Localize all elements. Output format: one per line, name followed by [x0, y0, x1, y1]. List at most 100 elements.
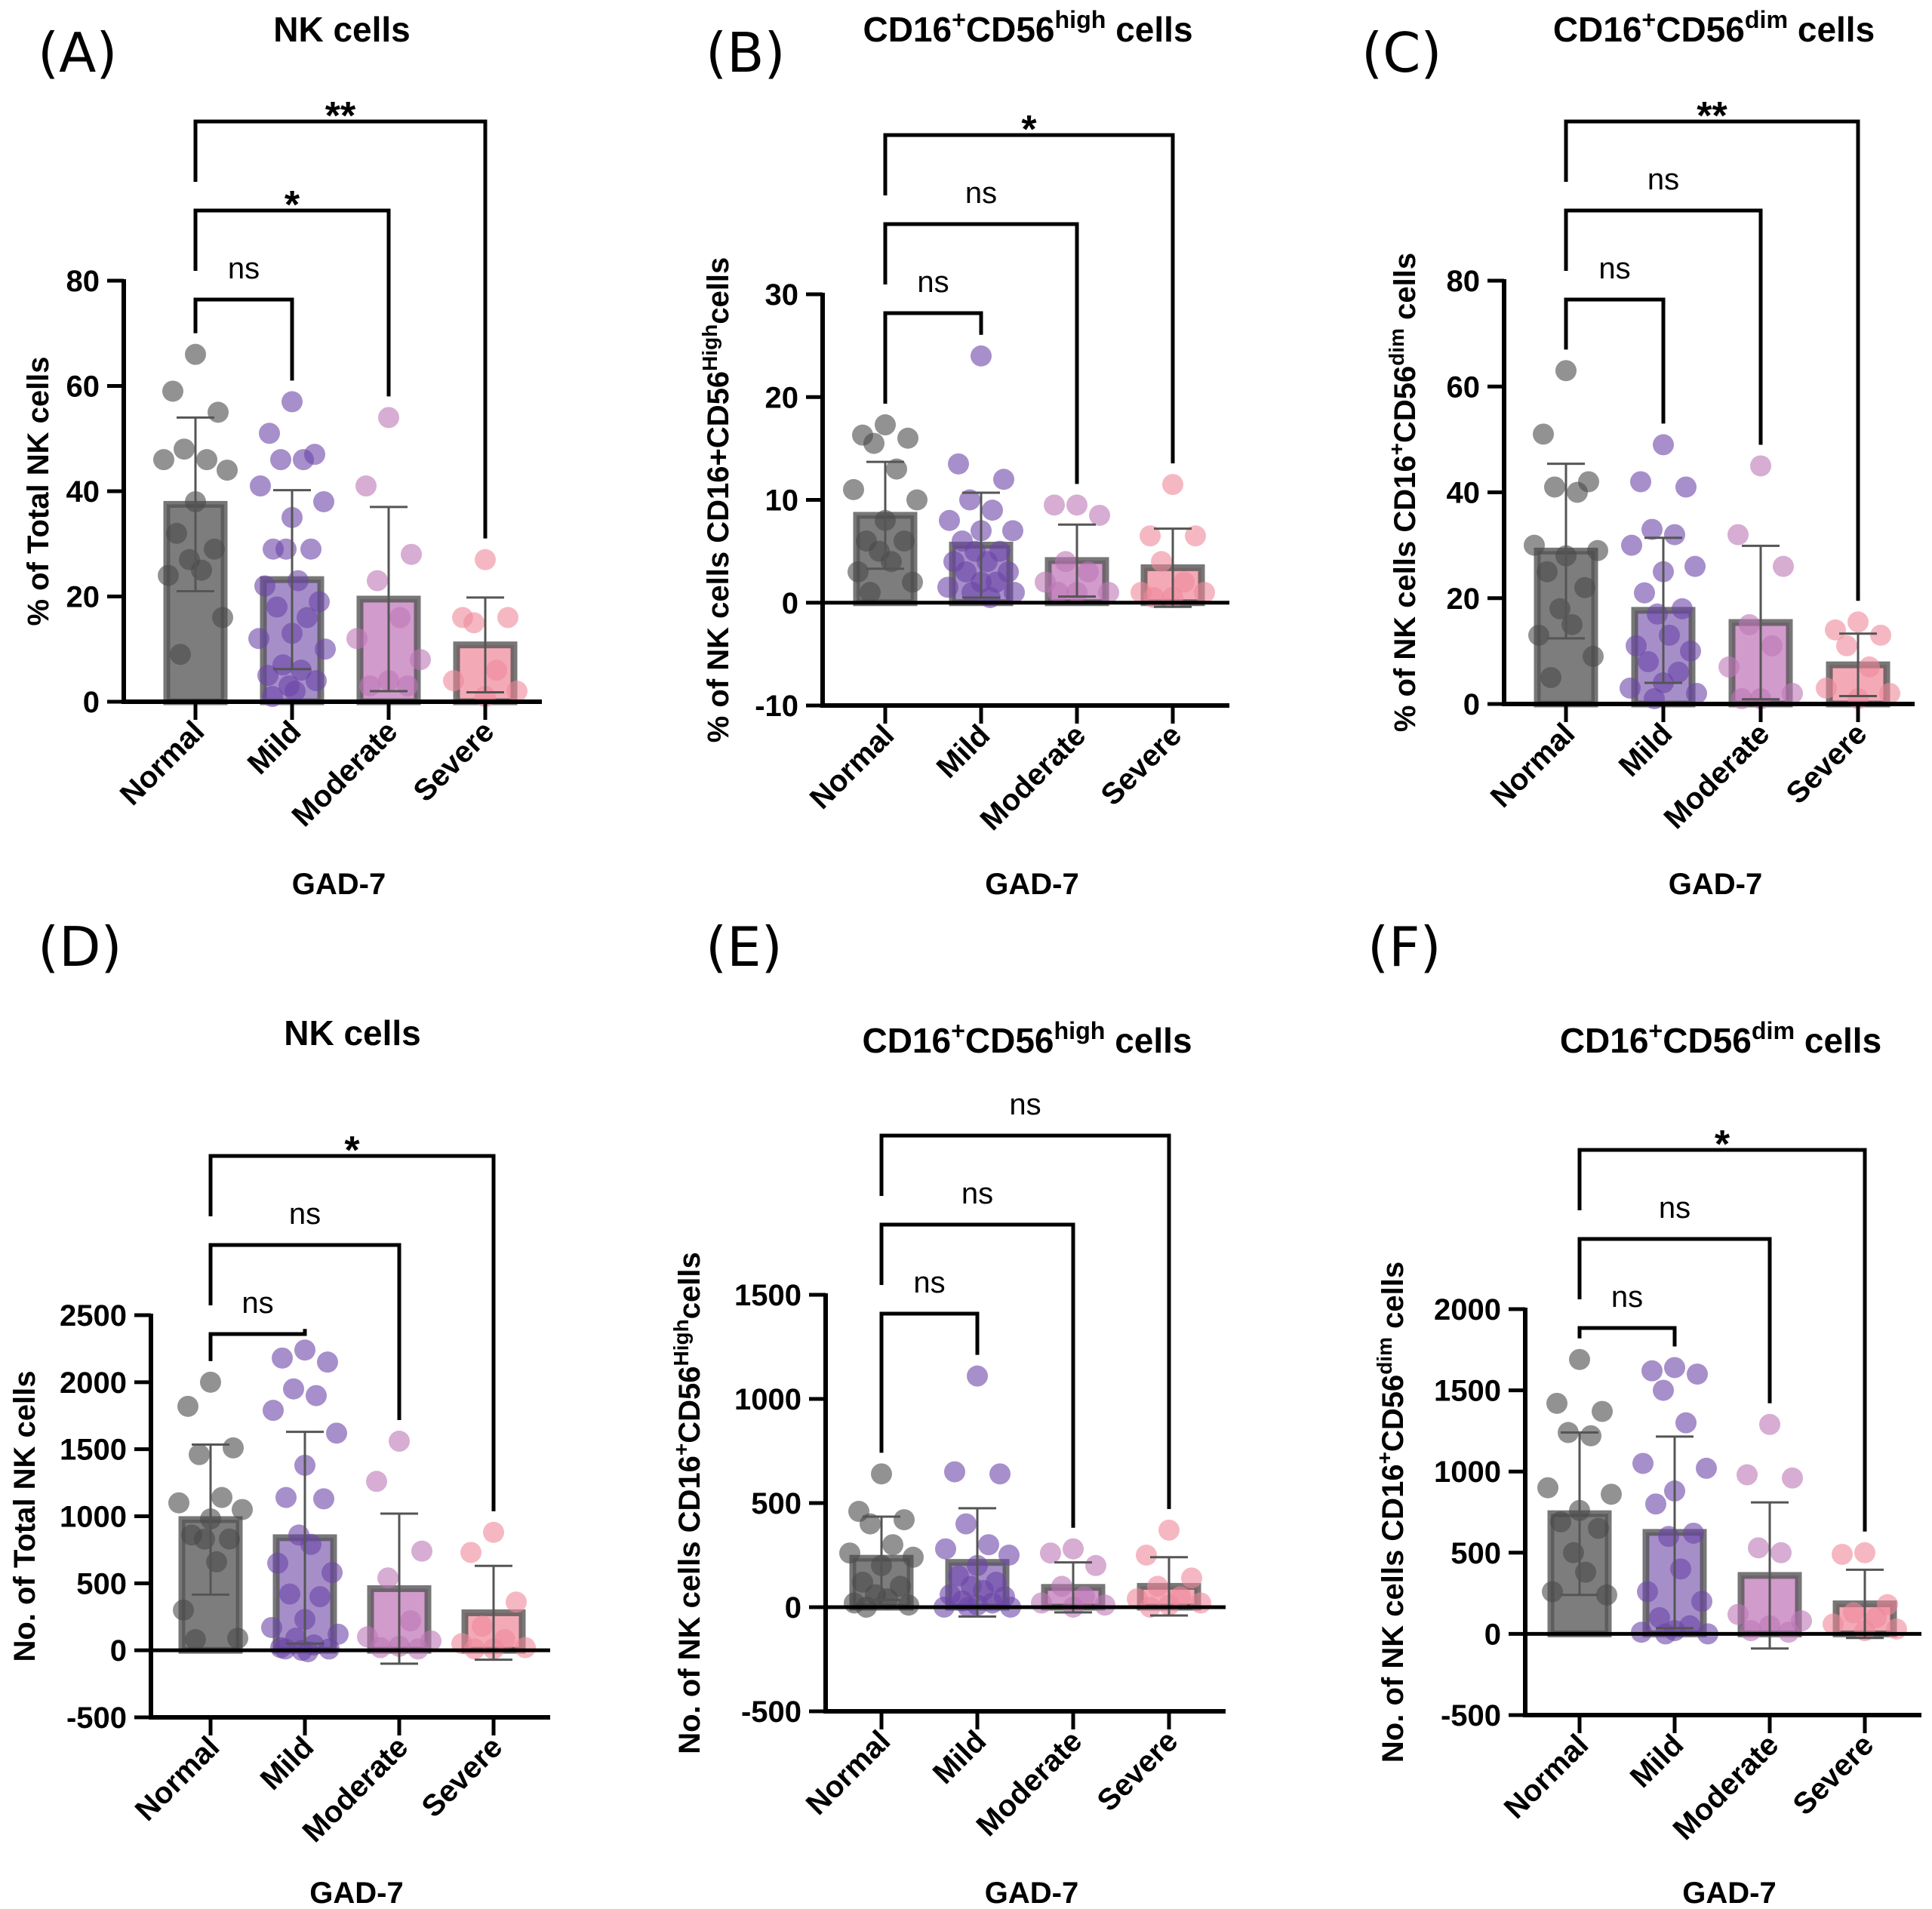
y-axis-label: No. of Total NK cells [8, 1371, 42, 1662]
significance-label: ns [1598, 252, 1630, 285]
significance-label: ns [1659, 1191, 1690, 1225]
significance-label: ns [961, 1177, 993, 1210]
text-segment: CD56 [1377, 1375, 1410, 1452]
data-point [1031, 1592, 1052, 1614]
data-point [313, 1488, 334, 1510]
panel-letter: (B) [706, 21, 786, 85]
data-point [377, 1567, 398, 1589]
y-tick-label: 0 [110, 1634, 127, 1668]
x-tick-label: Mild [927, 1724, 993, 1791]
superscript: high [1055, 6, 1106, 33]
data-point [397, 675, 418, 697]
data-point [306, 1385, 327, 1406]
data-point [903, 1546, 924, 1568]
chart-title: CD16+CD56dim cells [1560, 1017, 1881, 1060]
data-point [978, 1534, 999, 1556]
data-point [848, 561, 869, 583]
data-point [1561, 613, 1583, 635]
text-segment: CD16 [863, 10, 952, 49]
data-point [1886, 1618, 1907, 1640]
y-axis-label: No. of NK cells CD16+CD56Highcells [669, 1252, 707, 1754]
data-point [168, 1492, 189, 1514]
data-point [1634, 582, 1655, 604]
data-point [1044, 494, 1065, 516]
data-point [1870, 624, 1891, 646]
y-axis-label: No. of NK cells CD16+CD56dim cells [1373, 1262, 1411, 1763]
data-point [1718, 656, 1740, 678]
text-segment: No. of Total NK cells [8, 1371, 42, 1662]
data-point [1055, 551, 1076, 573]
chart-title: CD16+CD56high cells [862, 1017, 1192, 1060]
data-point [863, 432, 884, 454]
data-point [1185, 525, 1206, 547]
data-point [1641, 518, 1663, 540]
data-point [955, 1513, 977, 1535]
data-point [1563, 1542, 1584, 1563]
bracket-line [1564, 119, 1860, 601]
significance-bracket: * [883, 108, 1175, 464]
data-point [1664, 1357, 1685, 1379]
data-point [998, 1545, 1020, 1566]
panel-letter: (F) [1367, 915, 1441, 979]
data-point [1002, 520, 1023, 542]
bracket-line [1577, 1148, 1867, 1532]
significance-label: * [285, 183, 300, 227]
bracket-line [208, 1329, 307, 1361]
x-axis-label: GAD-7 [985, 1877, 1078, 1909]
data-point [843, 478, 864, 500]
x-tick-label: Severe [1780, 717, 1873, 810]
data-point [177, 1395, 198, 1417]
y-tick-label: 500 [1451, 1537, 1501, 1570]
text-segment: % of NK cells CD16+CD56 [702, 371, 735, 742]
data-point [389, 1431, 410, 1452]
x-tick-label: Moderate [1667, 1728, 1786, 1846]
data-point [1645, 1493, 1666, 1515]
data-point [297, 607, 318, 629]
chart-title: NK cells [273, 10, 411, 49]
data-point [1748, 1537, 1769, 1559]
significance-bracket: ** [193, 94, 488, 539]
data-point [1727, 1603, 1749, 1625]
data-point [309, 591, 330, 613]
panel-letter: (C) [1361, 21, 1441, 85]
y-tick-label: 2000 [60, 1366, 127, 1400]
x-axis-label: GAD-7 [292, 868, 386, 901]
x-tick-label: Severe [1091, 1724, 1184, 1818]
significance-bracket: ns [1577, 1280, 1677, 1347]
text-segment: NK cells [273, 10, 411, 49]
data-point [185, 1628, 206, 1650]
data-point [194, 1528, 215, 1550]
data-point [1550, 1511, 1571, 1532]
bracket-line [879, 1133, 1171, 1509]
data-point [266, 596, 288, 618]
data-point [977, 551, 998, 573]
panel-letter: (A) [38, 21, 117, 85]
text-segment: CD56 [1663, 1021, 1752, 1060]
data-point [1687, 1363, 1708, 1385]
data-point [1151, 551, 1172, 573]
y-tick-label: 60 [66, 370, 100, 404]
data-point [411, 1540, 432, 1562]
data-point [248, 628, 269, 650]
y-tick-label: 40 [1447, 477, 1481, 510]
data-point [211, 1486, 232, 1508]
data-point [1066, 494, 1088, 516]
significance-bracket: ns [208, 1286, 307, 1361]
data-point [250, 475, 271, 497]
data-point [898, 1594, 919, 1616]
data-point [1162, 474, 1183, 496]
data-point [293, 449, 314, 471]
significance-bracket: ** [1564, 94, 1860, 601]
bracket-line [193, 297, 294, 381]
data-point [1832, 1543, 1853, 1565]
data-point [389, 607, 411, 629]
superscript: + [952, 6, 966, 33]
y-tick-label: -500 [1441, 1699, 1501, 1732]
data-point [1823, 1613, 1844, 1635]
data-point [410, 649, 431, 671]
data-point [294, 1339, 315, 1361]
bracket-line [879, 1311, 980, 1453]
data-point [1190, 1592, 1211, 1614]
data-point [515, 1637, 536, 1658]
